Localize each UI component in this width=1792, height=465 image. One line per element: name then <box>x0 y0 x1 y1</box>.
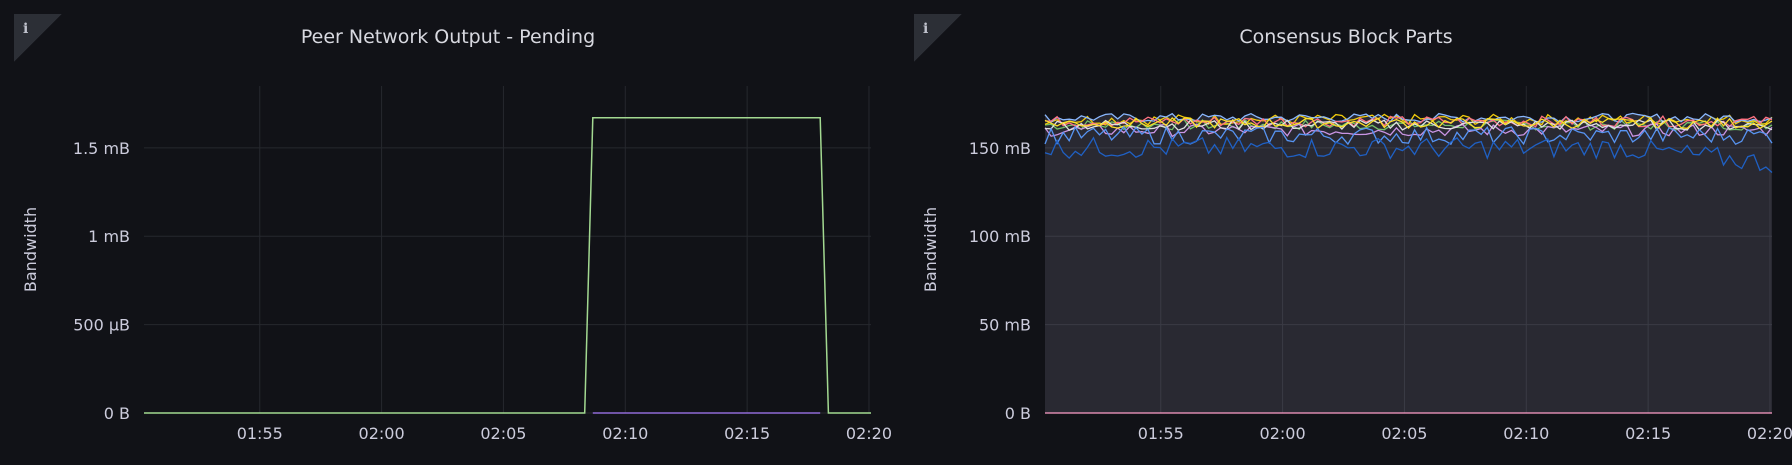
chart-peer-network-output: 01:55 02:00 02:05 02:10 02:15 02:20 0 B 500 µB 1… <box>21 86 892 443</box>
y-axis-label: Bandwidth <box>21 207 40 292</box>
x-tick-label: 02:20 <box>846 424 892 443</box>
x-tick-label: 02:05 <box>1381 424 1427 443</box>
chart-consensus-block-parts: 01:55 02:00 02:05 02:10 02:15 02:20 0 B 50 mB 10… <box>921 86 1792 443</box>
y-tick-label: 100 mB <box>969 227 1031 246</box>
info-icon[interactable]: i <box>14 14 62 62</box>
y-tick-label: 150 mB <box>969 139 1031 158</box>
x-tick-label: 02:20 <box>1747 424 1792 443</box>
x-tick-label: 02:00 <box>359 424 405 443</box>
y-tick-label: 500 µB <box>73 316 130 335</box>
series-line <box>1044 116 1773 130</box>
x-tick-label: 02:15 <box>724 424 770 443</box>
panel-peer-network-output: i Peer Network Output - Pending 01:55 02:… <box>14 14 893 443</box>
y-tick-label: 1.5 mB <box>73 139 130 158</box>
x-tick-label: 02:10 <box>1503 424 1549 443</box>
x-tick-label: 02:05 <box>480 424 526 443</box>
x-tick-label: 02:15 <box>1625 424 1671 443</box>
y-tick-label: 1 mB <box>88 227 130 246</box>
x-tick-label: 02:10 <box>602 424 648 443</box>
x-tick-label: 01:55 <box>237 424 283 443</box>
x-tick-label: 02:00 <box>1260 424 1306 443</box>
info-icon[interactable]: i <box>914 14 962 62</box>
series-line <box>1044 125 1773 146</box>
y-tick-label: 0 B <box>104 404 130 423</box>
panel-title: Peer Network Output - Pending <box>300 26 596 48</box>
info-icon-glyph: i <box>23 21 29 37</box>
panel-consensus-block-parts: i Consensus Block Parts 01:55 02:00 02:05 0… <box>900 0 1792 465</box>
info-icon-glyph: i <box>923 21 929 37</box>
x-tick-label: 01:55 <box>1138 424 1184 443</box>
y-axis-label: Bandwidth <box>921 207 940 292</box>
series-line <box>144 117 871 414</box>
series-line <box>1044 136 1773 173</box>
series-area-fill <box>1045 113 1772 414</box>
y-tick-label: 50 mB <box>979 316 1031 335</box>
y-tick-label: 0 B <box>1005 404 1031 423</box>
panel-title: Consensus Block Parts <box>1239 26 1453 48</box>
